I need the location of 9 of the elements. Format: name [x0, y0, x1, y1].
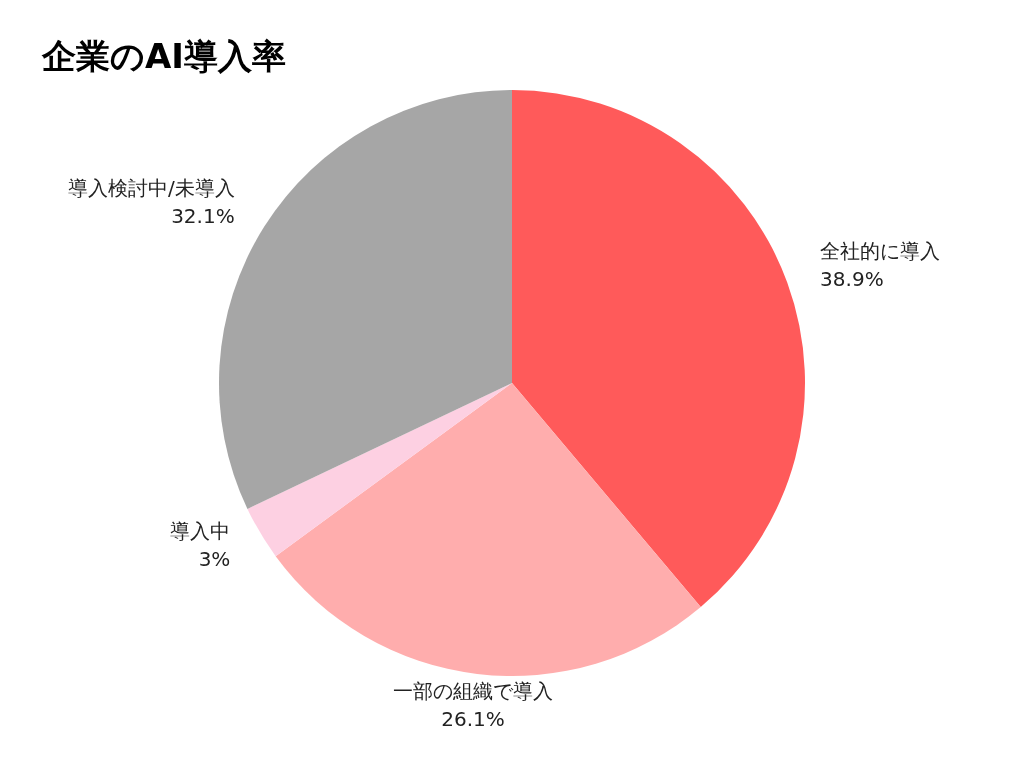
data-label: 32.1% — [171, 203, 235, 228]
slice-label: 導入検討中/未導入 — [67, 175, 235, 200]
slice-label: 導入中 — [170, 519, 231, 544]
data-label: 26.1% — [441, 707, 505, 731]
data-label: 38.9% — [820, 266, 884, 291]
slice-label: 一部の組織で導入 — [392, 679, 553, 703]
slice-label: 全社的に導入 — [820, 238, 941, 263]
chart-title: 企業のAI導入率 — [41, 36, 286, 76]
data-label: 3% — [198, 547, 231, 572]
